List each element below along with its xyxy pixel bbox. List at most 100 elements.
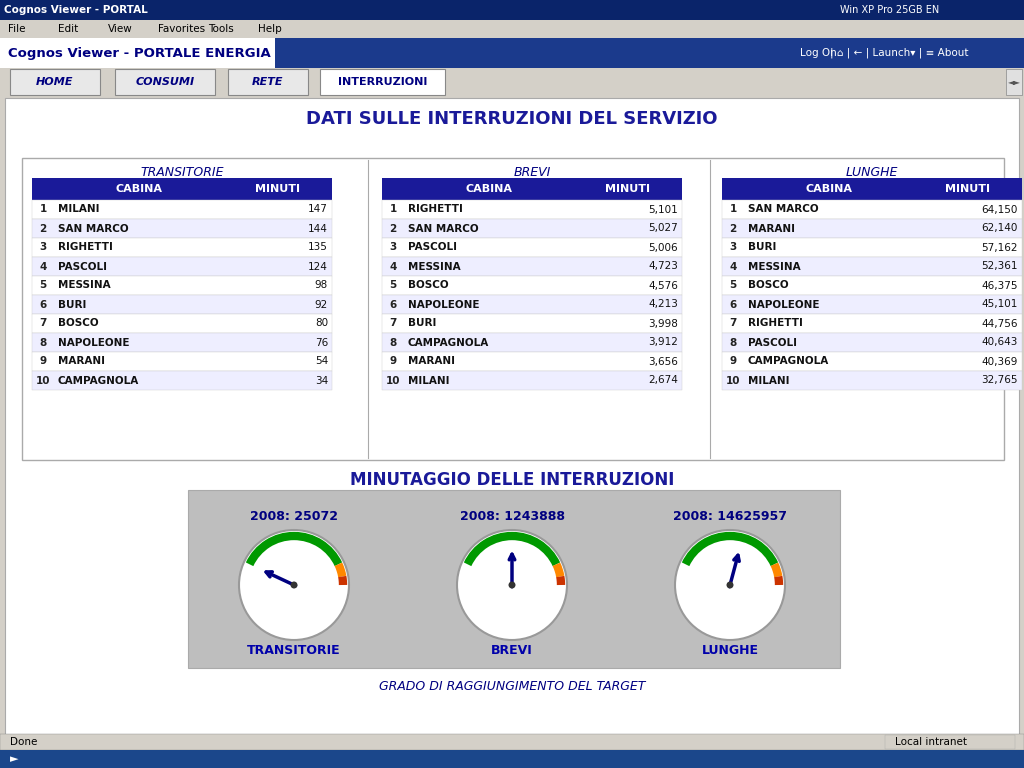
Text: 5: 5	[389, 280, 396, 290]
Text: Cognos Viewer - PORTALE ENERGIA: Cognos Viewer - PORTALE ENERGIA	[8, 47, 270, 59]
Text: 7: 7	[389, 319, 396, 329]
Text: View: View	[108, 24, 133, 34]
Text: 4,213: 4,213	[648, 300, 678, 310]
Text: ►: ►	[10, 754, 18, 764]
Text: 2,674: 2,674	[648, 376, 678, 386]
Text: 1: 1	[389, 204, 396, 214]
Text: 98: 98	[314, 280, 328, 290]
Text: HOME: HOME	[36, 77, 74, 87]
FancyBboxPatch shape	[1006, 69, 1022, 95]
Circle shape	[457, 530, 567, 640]
Text: 10: 10	[726, 376, 740, 386]
Text: 135: 135	[308, 243, 328, 253]
Text: CONSUMI: CONSUMI	[135, 77, 195, 87]
Text: 2008: 1243888: 2008: 1243888	[460, 511, 564, 524]
Text: 147: 147	[308, 204, 328, 214]
Text: 8: 8	[39, 337, 47, 347]
Text: 9: 9	[729, 356, 736, 366]
Text: CAMPAGNOLA: CAMPAGNOLA	[408, 337, 489, 347]
Text: BREVI: BREVI	[513, 165, 551, 178]
Text: Favorites: Favorites	[158, 24, 205, 34]
Text: 64,150: 64,150	[982, 204, 1018, 214]
FancyBboxPatch shape	[382, 257, 682, 276]
Text: MESSINA: MESSINA	[58, 280, 111, 290]
Text: 4,576: 4,576	[648, 280, 678, 290]
Text: RIGHETTI: RIGHETTI	[748, 319, 803, 329]
Text: 62,140: 62,140	[982, 223, 1018, 233]
Text: 124: 124	[308, 261, 328, 272]
FancyBboxPatch shape	[382, 371, 682, 390]
Text: 9: 9	[40, 356, 46, 366]
Text: RIGHETTI: RIGHETTI	[408, 204, 463, 214]
Text: 4: 4	[39, 261, 47, 272]
Text: TRANSITORIE: TRANSITORIE	[247, 644, 341, 657]
Text: 9: 9	[389, 356, 396, 366]
Text: MILANI: MILANI	[58, 204, 99, 214]
Text: 3: 3	[39, 243, 47, 253]
Text: 5: 5	[729, 280, 736, 290]
Text: BOSCO: BOSCO	[408, 280, 449, 290]
Text: PASCOLI: PASCOLI	[58, 261, 106, 272]
Text: Log On: Log On	[800, 48, 837, 58]
FancyBboxPatch shape	[722, 352, 1022, 371]
Text: CABINA: CABINA	[116, 184, 163, 194]
Text: LUNGHE: LUNGHE	[846, 165, 898, 178]
Text: 40,369: 40,369	[982, 356, 1018, 366]
FancyBboxPatch shape	[188, 490, 840, 668]
Text: RETE: RETE	[252, 77, 284, 87]
FancyBboxPatch shape	[32, 333, 332, 352]
Text: MARANI: MARANI	[748, 223, 795, 233]
FancyBboxPatch shape	[382, 314, 682, 333]
FancyBboxPatch shape	[722, 371, 1022, 390]
Text: MINUTI: MINUTI	[945, 184, 990, 194]
Text: | ⌂ | ← | Launch▾ | ≡ About: | ⌂ | ← | Launch▾ | ≡ About	[830, 48, 969, 58]
Text: CAMPAGNOLA: CAMPAGNOLA	[748, 356, 829, 366]
Text: 52,361: 52,361	[981, 261, 1018, 272]
FancyBboxPatch shape	[0, 0, 1024, 20]
FancyBboxPatch shape	[722, 333, 1022, 352]
FancyBboxPatch shape	[722, 276, 1022, 295]
Text: 76: 76	[314, 337, 328, 347]
FancyBboxPatch shape	[382, 276, 682, 295]
Text: NAPOLEONE: NAPOLEONE	[58, 337, 129, 347]
Text: GRADO DI RAGGIUNGIMENTO DEL TARGET: GRADO DI RAGGIUNGIMENTO DEL TARGET	[379, 680, 645, 693]
Text: CAMPAGNOLA: CAMPAGNOLA	[58, 376, 139, 386]
FancyBboxPatch shape	[830, 1, 1020, 19]
Text: 6: 6	[389, 300, 396, 310]
Circle shape	[726, 581, 733, 588]
Text: SAN MARCO: SAN MARCO	[748, 204, 818, 214]
Text: 7: 7	[39, 319, 47, 329]
Text: 80: 80	[314, 319, 328, 329]
FancyBboxPatch shape	[32, 200, 332, 219]
FancyBboxPatch shape	[22, 158, 1004, 460]
Text: 40,643: 40,643	[982, 337, 1018, 347]
Text: Cognos Viewer - PORTAL: Cognos Viewer - PORTAL	[4, 5, 147, 15]
Text: 3: 3	[729, 243, 736, 253]
Text: 5,101: 5,101	[648, 204, 678, 214]
Text: 3,998: 3,998	[648, 319, 678, 329]
Text: Win XP Pro 25GB EN: Win XP Pro 25GB EN	[840, 5, 939, 15]
Text: 1: 1	[39, 204, 47, 214]
Text: 32,765: 32,765	[981, 376, 1018, 386]
Text: 8: 8	[729, 337, 736, 347]
FancyBboxPatch shape	[722, 200, 1022, 219]
Text: 8: 8	[389, 337, 396, 347]
Text: 1: 1	[729, 204, 736, 214]
FancyBboxPatch shape	[0, 38, 1024, 68]
FancyBboxPatch shape	[0, 38, 275, 68]
FancyBboxPatch shape	[32, 276, 332, 295]
FancyBboxPatch shape	[32, 257, 332, 276]
Text: 44,756: 44,756	[981, 319, 1018, 329]
Text: BURI: BURI	[748, 243, 776, 253]
Text: 6: 6	[729, 300, 736, 310]
Text: 57,162: 57,162	[981, 243, 1018, 253]
FancyBboxPatch shape	[382, 200, 682, 219]
Text: INTERRUZIONI: INTERRUZIONI	[338, 77, 427, 87]
Text: MARANI: MARANI	[58, 356, 105, 366]
Text: 92: 92	[314, 300, 328, 310]
Text: 3,656: 3,656	[648, 356, 678, 366]
Text: MARANI: MARANI	[408, 356, 455, 366]
Text: Tools: Tools	[208, 24, 233, 34]
FancyBboxPatch shape	[722, 314, 1022, 333]
FancyBboxPatch shape	[32, 371, 332, 390]
